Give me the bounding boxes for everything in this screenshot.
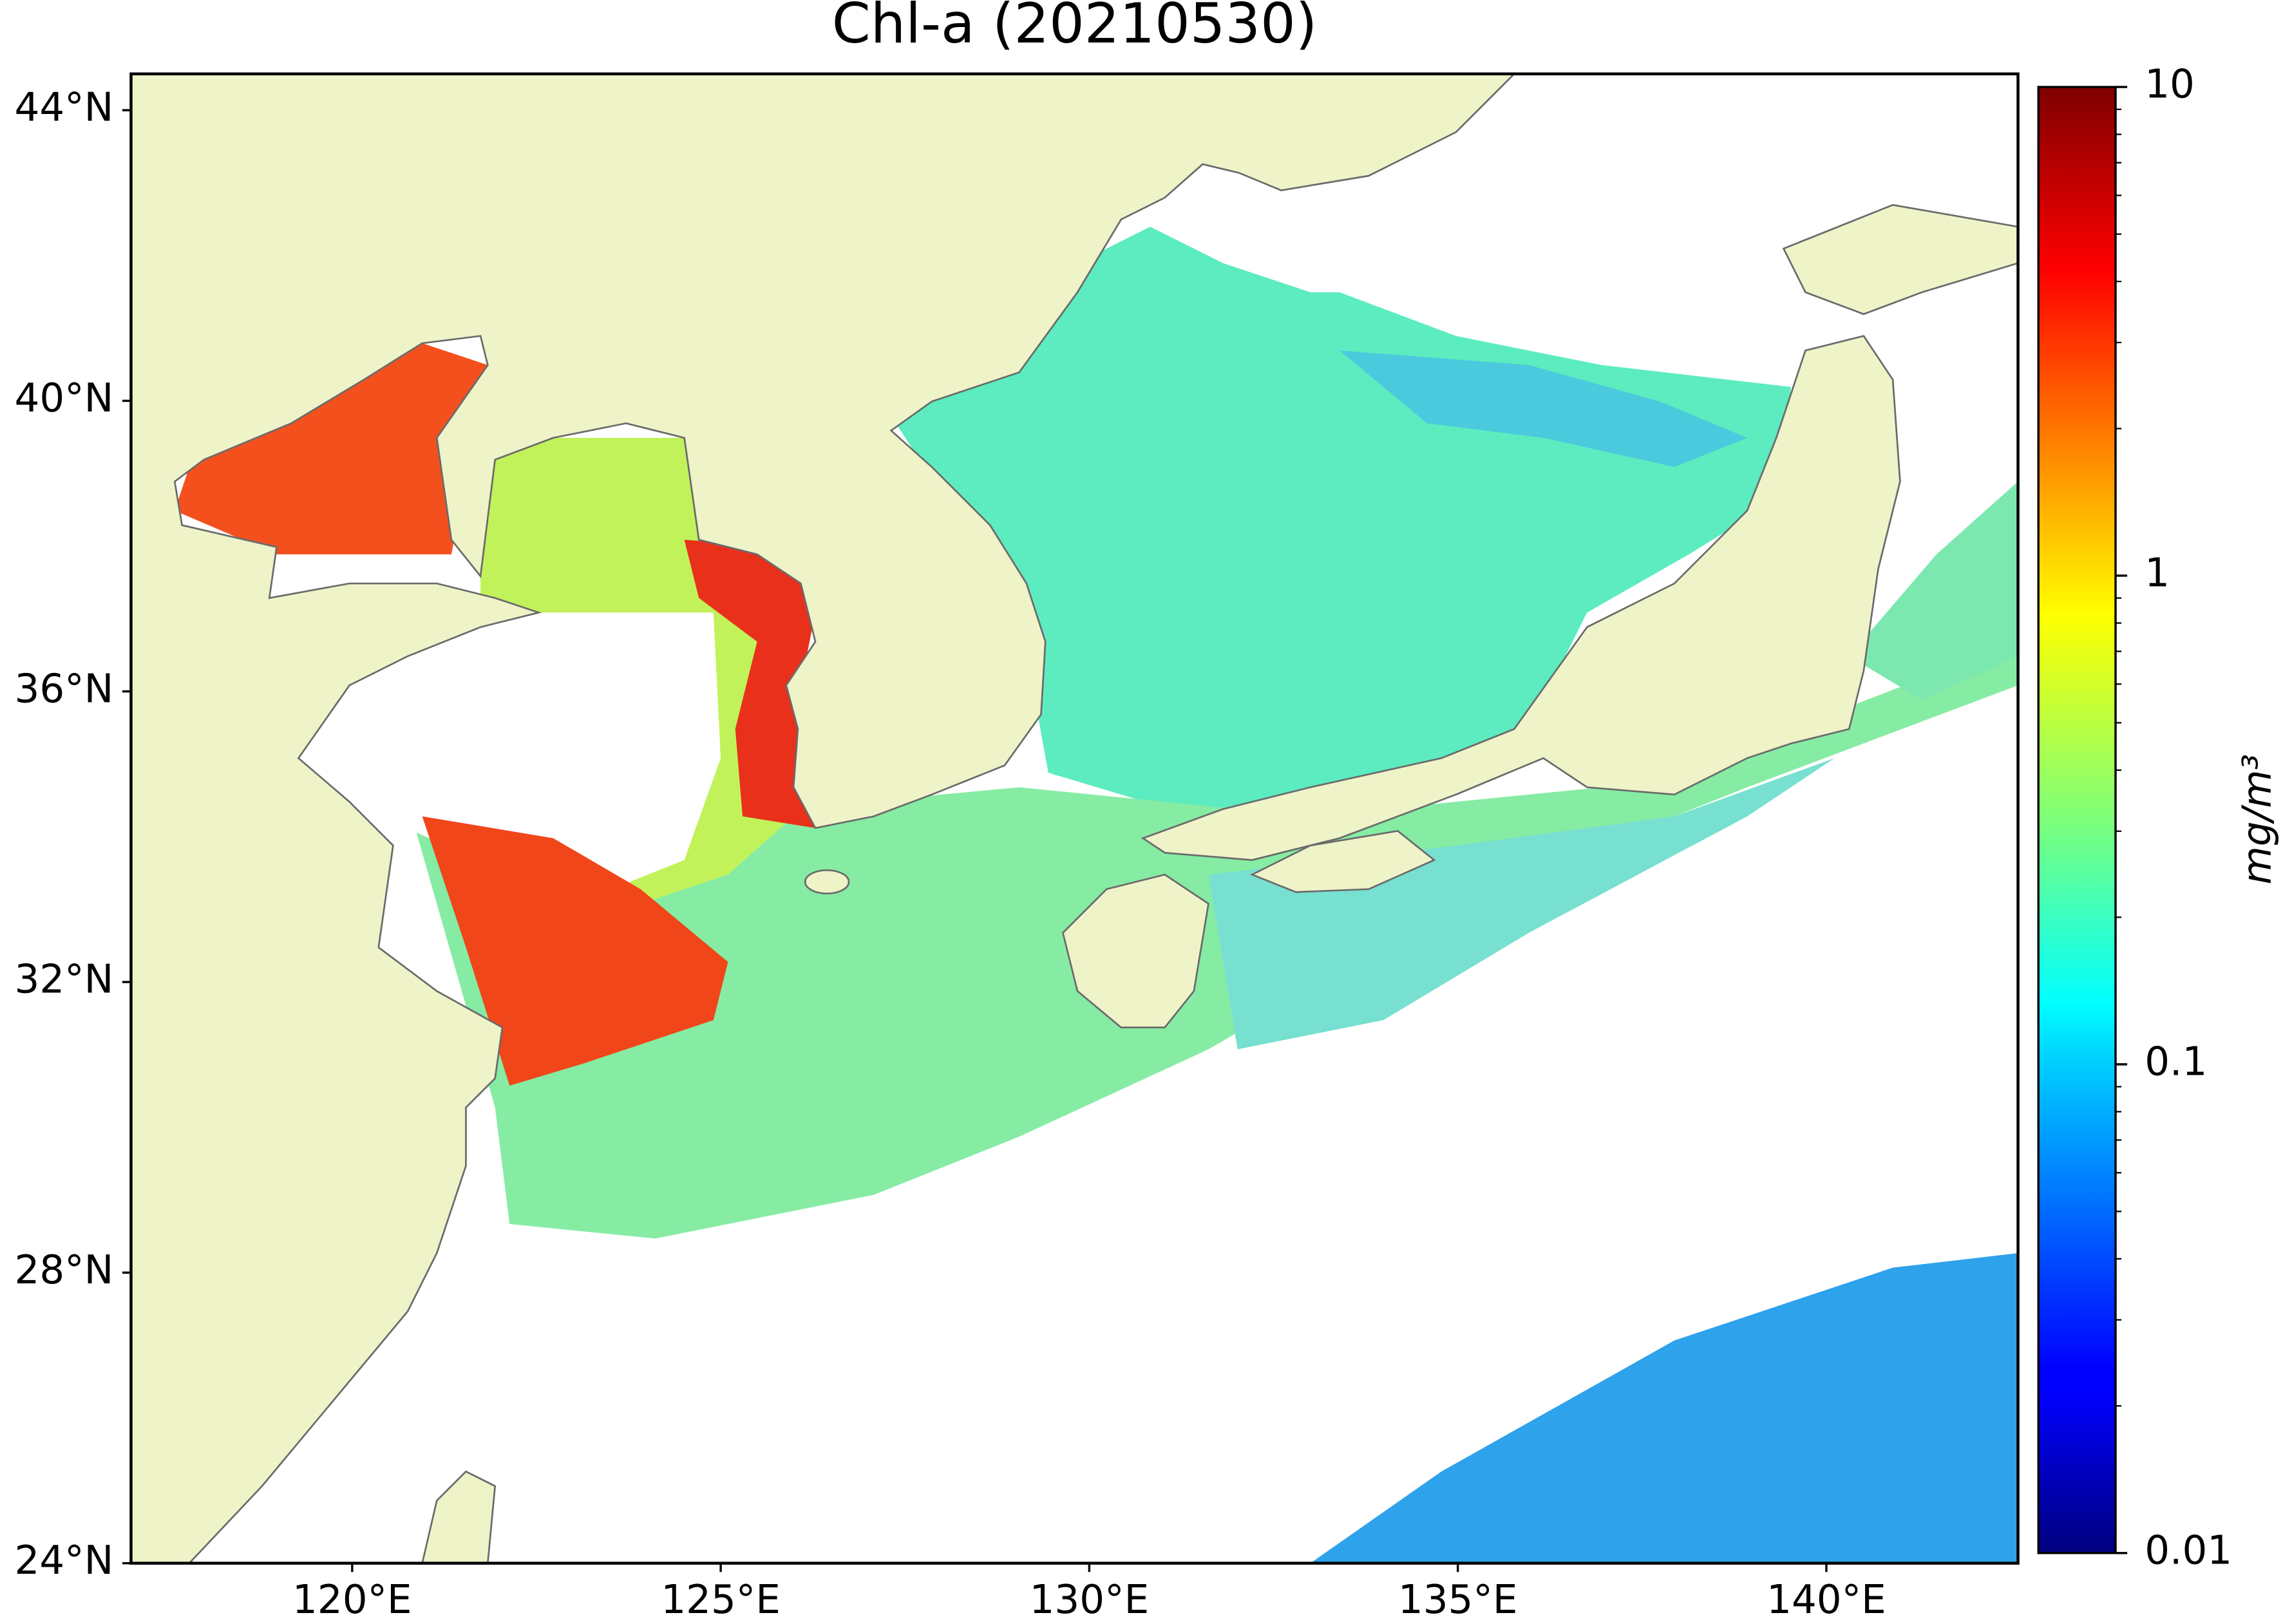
y-tick-label: 32°N [15,957,114,1003]
x-tick-label: 140°E [1767,1577,1886,1623]
land-kyushu [1061,873,1209,1028]
pacific-chl [1208,758,1835,1050]
chart-title: Chl-a (20210530) [832,0,1318,56]
bohai-chl [175,343,488,554]
east-sea-low [1339,350,1748,467]
land-shikoku [1250,829,1436,893]
x-tick-label: 135°E [1398,1577,1518,1623]
cloud [1135,219,1383,292]
map-frame [129,72,2020,1565]
cloud [305,612,721,889]
land-jeju [804,869,850,894]
land-sakhalin-hokkaido [1782,203,2018,316]
y-tick-label: 40°N [15,375,114,421]
x-tick-label: 125°E [661,1577,781,1623]
y-tick-label: 24°N [15,1538,114,1583]
colorbar [2037,86,2117,1554]
korea-coast-chl [684,540,816,828]
x-tick-label: 130°E [1030,1577,1150,1623]
colorbar-label: mg/m³ [2234,754,2280,885]
east-china-sea-chl [408,641,2018,1239]
y-tick-label: 44°N [15,85,114,131]
y-tick-label: 28°N [15,1247,114,1293]
land-mainland [131,73,1516,1563]
east-sea-chl [891,219,1791,817]
pacific-low-chl [1310,1253,2018,1563]
y-tick-label: 36°N [15,666,114,712]
colorbar-tick-label: 10 [2145,62,2195,108]
land-taiwan [421,1470,497,1563]
colorbar-tick-label: 0.1 [2145,1039,2207,1084]
x-tick-label: 120°E [292,1577,412,1623]
sanriku-chl [1849,481,2018,700]
colorbar-tick-label: 1 [2145,551,2170,596]
land-honshu [1141,335,1901,861]
colorbar-tick-label: 0.01 [2145,1527,2232,1573]
map [131,73,2018,1563]
yangtze-plume-chl [422,816,728,1086]
